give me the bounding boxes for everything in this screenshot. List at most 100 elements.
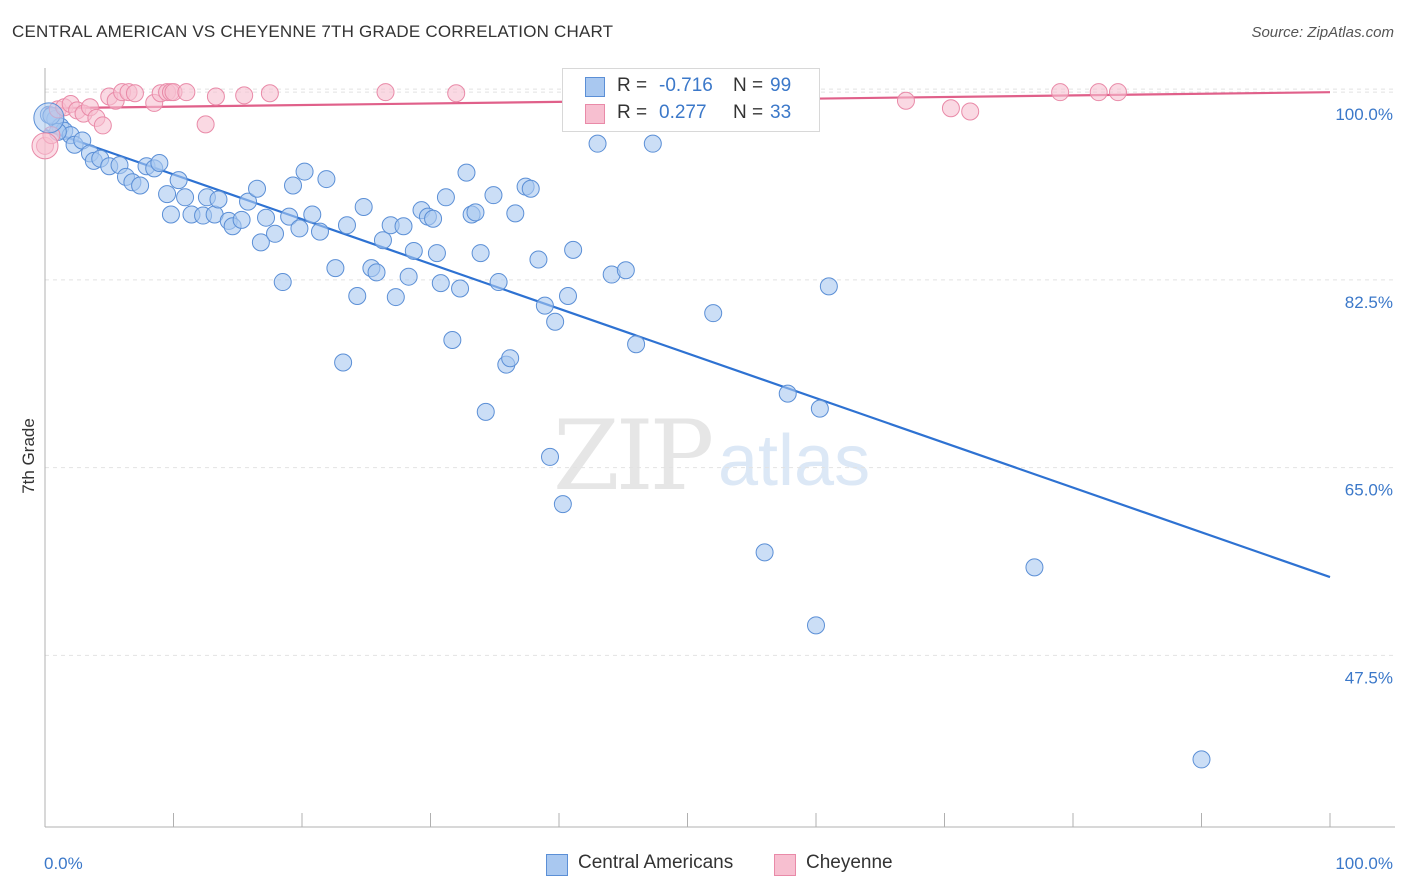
y-tick-label: 82.5% — [1345, 293, 1393, 312]
central-american-point — [1025, 558, 1044, 577]
cheyenne-point — [206, 87, 225, 106]
central-american-point — [501, 349, 520, 368]
central-american-point — [1192, 750, 1211, 769]
cheyenne-point — [93, 116, 112, 135]
legend-n-value: 33 — [770, 102, 792, 123]
stats-legend: R = -0.716 N = 99 R = 0.277 N = 33 — [562, 68, 820, 132]
cheyenne-point — [31, 132, 59, 160]
legend-r-value: 0.277 — [659, 102, 707, 123]
central-american-point — [348, 287, 367, 305]
central-american-point — [257, 208, 276, 227]
central-american-point — [541, 447, 560, 466]
legend-n-label: N = — [733, 102, 764, 123]
central-american-point — [131, 176, 150, 195]
central-american-point — [266, 224, 285, 243]
central-american-point — [161, 205, 180, 224]
central-american-point — [521, 179, 540, 198]
central-american-point — [303, 205, 322, 224]
central-american-point — [451, 279, 470, 298]
points-layer — [31, 83, 1211, 769]
central-american-point — [176, 188, 195, 207]
central-american-point — [295, 162, 314, 181]
central-american-point — [290, 219, 309, 238]
cheyenne-point — [1051, 83, 1070, 102]
source-label: Source: ZipAtlas.com — [1251, 24, 1394, 41]
central-american-point — [334, 353, 353, 372]
x-tick-label: 0.0% — [44, 854, 83, 873]
central-american-point — [489, 273, 508, 292]
tick-layer: 47.5% 65.0% 82.5% 100.0% 0.0% 100.0% — [44, 105, 1393, 873]
central-american-point — [431, 274, 450, 293]
central-american-point — [466, 203, 485, 222]
central-american-point — [553, 495, 572, 514]
central-american-point — [424, 209, 443, 228]
central-american-point — [399, 267, 418, 286]
cheyenne-point — [1089, 83, 1108, 102]
central-american-point — [484, 186, 503, 205]
central-american-point — [326, 259, 345, 278]
y-tick-label: 100.0% — [1335, 105, 1393, 124]
central-american-point — [457, 163, 476, 182]
central-american-point — [251, 233, 270, 252]
axis-layer — [44, 68, 1395, 828]
cheyenne-point — [376, 83, 395, 102]
cheyenne-point — [896, 91, 915, 110]
legend-row-central-americans: R = -0.716 N = 99 — [563, 73, 819, 101]
central-american-point — [280, 207, 299, 226]
central-american-point — [394, 217, 413, 236]
cheyenne-point — [177, 83, 196, 102]
watermark-atlas: atlas — [718, 421, 871, 501]
central-american-point — [476, 402, 495, 421]
central-american-point — [273, 273, 292, 292]
central-american-point — [564, 240, 583, 259]
y-axis-label: 7th Grade — [19, 418, 38, 494]
legend-r-value: -0.716 — [659, 75, 713, 96]
cheyenne-point — [1108, 83, 1127, 102]
central-american-point — [310, 222, 329, 241]
central-american-point — [248, 179, 267, 198]
cheyenne-point — [961, 102, 980, 121]
cheyenne-point — [125, 84, 144, 103]
grid-layer — [45, 88, 1395, 656]
central-american-point — [643, 134, 662, 153]
central-american-point — [627, 335, 646, 354]
central-american-point — [367, 263, 386, 282]
bottom-legend-label: Cheyenne — [806, 852, 893, 873]
central-american-point — [404, 241, 423, 260]
central-american-point — [354, 197, 373, 216]
y-tick-label: 65.0% — [1345, 481, 1393, 500]
legend-r-label: R = — [617, 102, 648, 123]
central-american-point — [150, 153, 169, 172]
central-american-point — [239, 192, 258, 211]
central-american-point — [807, 616, 825, 635]
cheyenne-point — [447, 84, 466, 103]
central-american-point — [427, 244, 446, 263]
bottom-swatch-blue — [546, 854, 568, 876]
central-american-point — [704, 304, 723, 323]
cheyenne-point — [941, 99, 960, 118]
central-american-point — [317, 170, 336, 189]
central-american-point — [588, 134, 607, 153]
central-american-point — [755, 543, 774, 562]
central-american-point — [158, 185, 177, 204]
central-american-point — [436, 188, 455, 207]
central-american-point — [471, 244, 490, 263]
central-american-point — [778, 384, 797, 403]
central-american-point — [616, 261, 635, 280]
bottom-legend-label: Central Americans — [578, 852, 734, 873]
legend-row-cheyenne: R = 0.277 N = 33 — [563, 100, 819, 128]
central-american-point — [443, 330, 462, 349]
cheyenne-point — [196, 115, 215, 134]
central-american-point — [558, 287, 577, 305]
central-american-point — [232, 210, 251, 229]
legend-swatch-pink — [585, 104, 605, 124]
legend-n-value: 99 — [770, 75, 792, 96]
central-american-point — [529, 250, 548, 269]
central-american-point — [810, 399, 829, 418]
central-american-point — [535, 296, 554, 315]
cheyenne-point — [235, 86, 254, 105]
legend-r-label: R = — [617, 75, 648, 96]
legend-swatch-blue — [585, 77, 605, 97]
x-tick-label: 100.0% — [1335, 854, 1393, 873]
